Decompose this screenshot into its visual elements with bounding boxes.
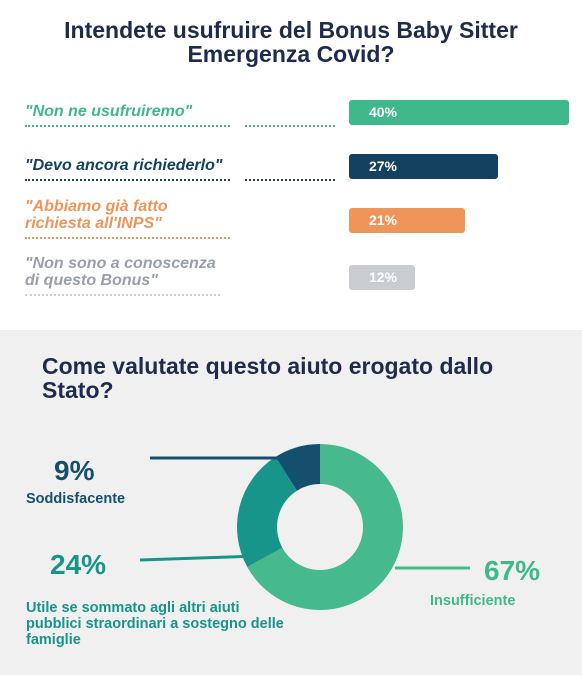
bar-category-label: "Abbiamo già fatto richiesta all'INPS"	[25, 198, 168, 232]
bar-leader-dots	[245, 179, 335, 181]
bar	[349, 154, 498, 179]
slice-value-label-soddisfacente: 9%	[54, 455, 95, 486]
bar-value-label: 21%	[368, 212, 398, 228]
bar-leader-dots	[25, 179, 230, 181]
bar-value-label: 12%	[368, 269, 398, 285]
bar-chart-panel: Intendete usufruire del Bonus Baby Sitte…	[0, 0, 582, 330]
bar-leader-dots	[245, 125, 335, 127]
bar	[349, 265, 415, 290]
bar-category-label: "Non sono a conoscenza di questo Bonus"	[25, 255, 216, 289]
bar-chart-title-text: Intendete usufruire del Bonus Baby Sitte…	[64, 17, 518, 67]
bar-leader-dots	[25, 294, 220, 296]
bar-leader-dots	[25, 125, 230, 127]
bar	[349, 208, 465, 233]
bar	[349, 100, 569, 125]
slice-category-label-insufficiente: Insufficiente	[430, 593, 516, 609]
slice-value-label-insufficiente: 67%	[484, 555, 541, 586]
donut-chart-title: Come valutate questo aiuto erogato dallo…	[42, 353, 494, 403]
bar-value-label: 40%	[368, 104, 398, 120]
bar-category-label: "Non ne usufruiremo"	[25, 103, 193, 120]
bar-leader-dots	[25, 237, 230, 239]
bar-category-label: "Devo ancora richiederlo"	[25, 157, 223, 174]
bar-chart-title: Intendete usufruire del Bonus Baby Sitte…	[0, 18, 582, 66]
slice-category-label-soddisfacente: Soddisfacente	[26, 491, 126, 507]
bar-value-label: 27%	[368, 158, 398, 174]
slice-category-label-utile: Utile se sommato agli altri aiuti pubbli…	[26, 600, 284, 648]
slice-value-label-utile: 24%	[50, 549, 107, 580]
